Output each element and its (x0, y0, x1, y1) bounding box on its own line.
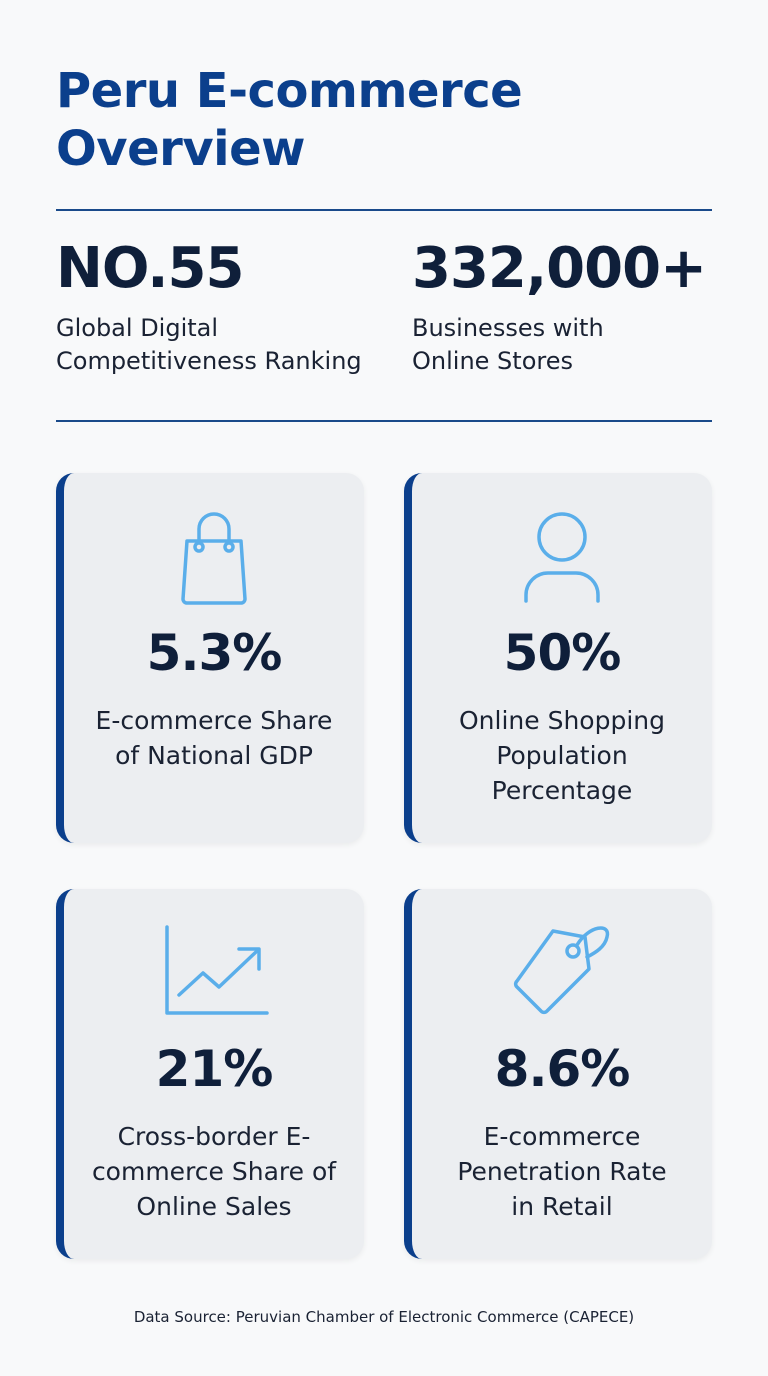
stat-label: Businesses with Online Stores (412, 314, 604, 375)
page-title: Peru E-commerce Overview (56, 63, 523, 177)
divider (56, 209, 712, 211)
card-retail-penetration: 8.6% E-commerce Penetration Rate in Reta… (404, 889, 712, 1259)
stat-ranking: NO.55 Global Digital Competitiveness Ran… (56, 236, 396, 378)
card-value: 5.3% (146, 624, 283, 682)
stat-businesses: 332,000+ Businesses with Online Stores (412, 236, 707, 378)
card-gdp-share: 5.3% E-commerce Share of National GDP (56, 473, 364, 843)
card-label: E-commerce Share of National GDP (95, 706, 333, 770)
card-label: Cross-border E-commerce Share of Online … (91, 1122, 337, 1221)
shopping-bag-icon (181, 512, 247, 605)
user-icon (524, 512, 600, 603)
card-label: E-commerce Penetration Rate in Retail (457, 1122, 667, 1221)
data-source: Data Source: Peruvian Chamber of Electro… (133, 1308, 635, 1326)
card-value: 50% (503, 624, 622, 682)
divider (56, 420, 712, 422)
stat-value: 332,000+ (412, 236, 707, 301)
card-value: 8.6% (494, 1040, 631, 1098)
card-cross-border: 21% Cross-border E-commerce Share of Onl… (56, 889, 364, 1259)
card-label: Online Shopping Population Percentage (459, 706, 665, 805)
stat-label: Global Digital Competitiveness Ranking (56, 314, 362, 375)
price-tag-icon (513, 926, 610, 1015)
card-value: 21% (155, 1040, 274, 1098)
stat-value: NO.55 (56, 236, 244, 301)
card-online-population: 50% Online Shopping Population Percentag… (404, 473, 712, 843)
trend-chart-icon (165, 925, 269, 1015)
